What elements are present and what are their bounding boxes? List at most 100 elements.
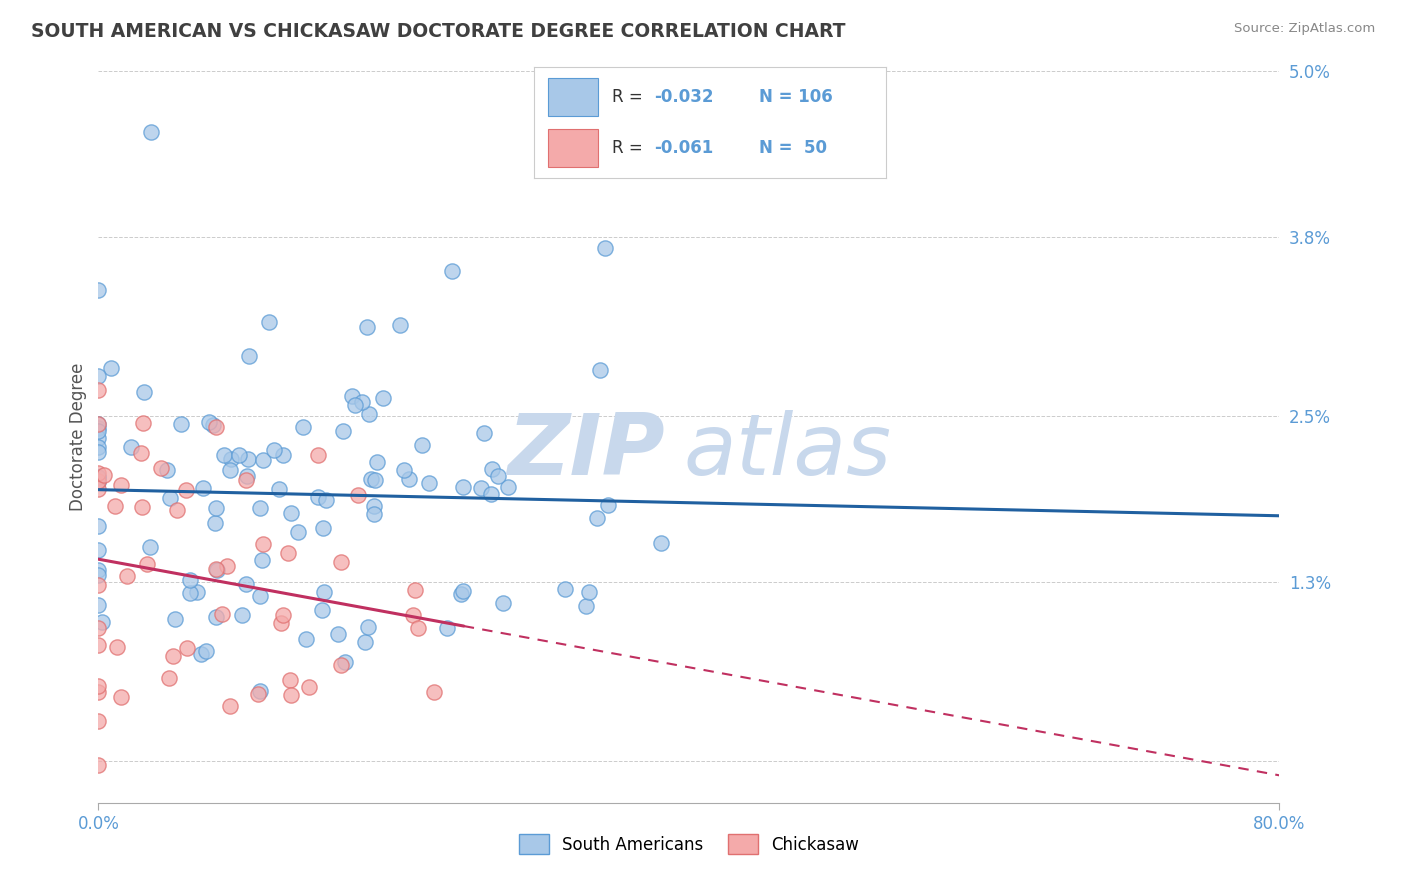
Point: [205, 563, 228, 577]
Point: [235, 577, 257, 591]
Point: [202, 418, 225, 433]
Point: [231, 608, 253, 623]
Point: [554, 582, 576, 596]
Point: [87, 466, 110, 480]
Point: [120, 440, 142, 454]
Point: [215, 559, 238, 574]
Point: [247, 687, 270, 701]
Point: [404, 582, 426, 597]
Point: [479, 487, 502, 501]
Point: [249, 683, 271, 698]
Point: [346, 488, 368, 502]
Point: [496, 480, 519, 494]
Point: [87, 424, 110, 438]
Point: [357, 407, 380, 421]
Point: [271, 448, 294, 462]
Point: [423, 685, 446, 699]
Point: [170, 417, 193, 432]
Point: [575, 599, 598, 614]
Point: [398, 472, 420, 486]
Point: [360, 472, 382, 486]
Point: [87, 685, 110, 699]
Point: [371, 391, 394, 405]
Point: [280, 688, 302, 702]
Point: [87, 441, 110, 455]
Point: [411, 437, 433, 451]
Point: [219, 452, 242, 467]
Point: [87, 431, 110, 445]
Point: [87, 417, 110, 432]
Point: [366, 454, 388, 468]
Point: [263, 443, 285, 458]
Point: [392, 463, 415, 477]
Point: [312, 584, 335, 599]
Point: [104, 499, 127, 513]
Point: [249, 500, 271, 515]
Text: R =: R =: [612, 88, 648, 106]
Point: [87, 482, 110, 496]
Text: atlas: atlas: [683, 410, 891, 493]
Point: [589, 363, 612, 377]
Point: [418, 476, 440, 491]
Point: [87, 638, 110, 652]
Text: SOUTH AMERICAN VS CHICKASAW DOCTORATE DEGREE CORRELATION CHART: SOUTH AMERICAN VS CHICKASAW DOCTORATE DE…: [31, 22, 845, 41]
Point: [472, 425, 495, 440]
Point: [218, 463, 240, 477]
FancyBboxPatch shape: [548, 129, 598, 168]
Point: [586, 511, 609, 525]
Point: [236, 469, 259, 483]
Point: [105, 640, 128, 655]
Point: [87, 679, 110, 693]
Point: [470, 481, 492, 495]
Point: [132, 384, 155, 399]
Point: [87, 384, 110, 398]
Point: [149, 461, 172, 475]
Point: [481, 462, 503, 476]
Point: [307, 448, 329, 462]
Point: [91, 615, 114, 629]
Point: [159, 491, 181, 506]
Point: [650, 536, 672, 550]
Point: [578, 585, 600, 599]
Point: [363, 474, 385, 488]
Point: [87, 417, 110, 431]
Point: [205, 562, 228, 576]
Text: ZIP: ZIP: [508, 410, 665, 493]
Point: [326, 627, 349, 641]
Point: [270, 616, 292, 631]
Point: [87, 475, 110, 489]
Point: [492, 596, 515, 610]
Point: [350, 395, 373, 409]
Legend: South Americans, Chickasaw: South Americans, Chickasaw: [512, 828, 866, 860]
Point: [259, 315, 281, 329]
Point: [129, 445, 152, 459]
Point: [176, 640, 198, 655]
Point: [332, 424, 354, 438]
Point: [135, 557, 157, 571]
Point: [312, 521, 335, 535]
Point: [344, 398, 367, 412]
Point: [198, 415, 221, 429]
FancyBboxPatch shape: [548, 78, 598, 116]
Point: [87, 578, 110, 592]
Point: [357, 620, 380, 634]
Point: [267, 482, 290, 496]
Point: [110, 478, 132, 492]
Point: [307, 490, 329, 504]
Point: [87, 369, 110, 384]
Text: -0.061: -0.061: [654, 139, 713, 157]
Point: [486, 469, 509, 483]
Point: [87, 714, 110, 728]
Point: [100, 360, 122, 375]
Point: [87, 543, 110, 558]
Point: [335, 655, 357, 669]
Point: [87, 420, 110, 434]
Point: [450, 587, 472, 601]
Point: [157, 671, 180, 685]
Point: [451, 584, 474, 599]
Point: [441, 263, 464, 277]
Point: [204, 610, 226, 624]
Point: [131, 416, 153, 430]
Point: [252, 537, 274, 551]
Point: [87, 563, 110, 577]
